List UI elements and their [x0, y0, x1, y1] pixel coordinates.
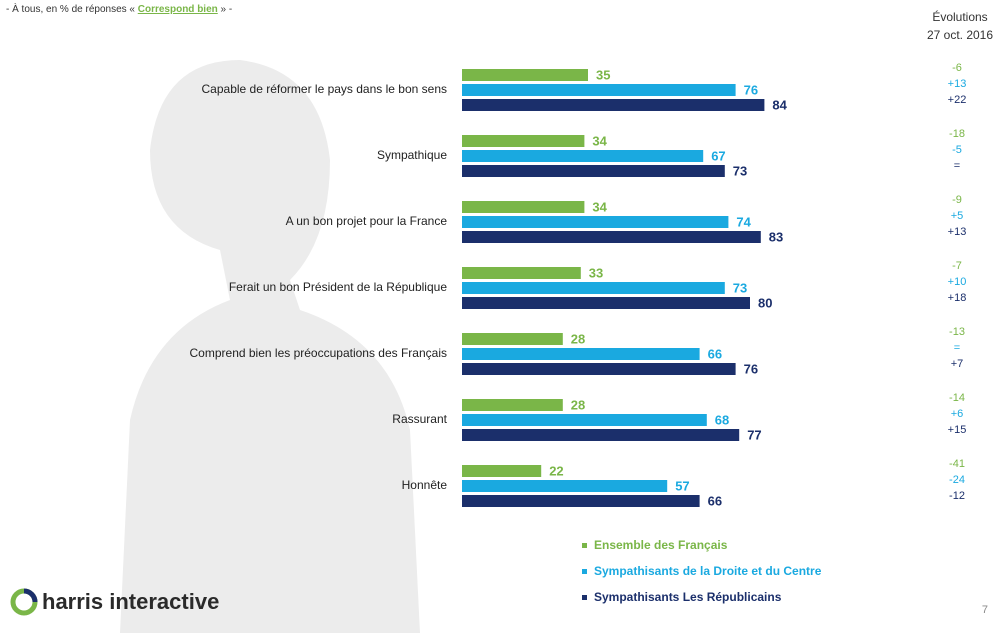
evolution-label: -7	[952, 260, 962, 272]
value-label: 67	[711, 148, 725, 163]
bar	[462, 495, 700, 507]
value-label: 73	[733, 163, 747, 178]
evolution-label: +22	[948, 94, 967, 106]
bar	[462, 135, 585, 147]
value-label: 77	[747, 427, 761, 442]
logo-mark-accent	[23, 588, 38, 603]
category-label: A un bon projet pour la France	[286, 214, 448, 228]
evolution-label: -9	[952, 194, 962, 206]
value-label: 80	[758, 295, 772, 310]
evolution-label: +10	[948, 276, 967, 288]
value-label: 66	[708, 493, 722, 508]
evolution-label: =	[954, 342, 960, 354]
bar	[462, 231, 761, 243]
evolution-title: Évolutions	[932, 9, 987, 24]
subtitle-prefix: - À tous, en % de réponses «	[6, 2, 135, 15]
value-label: 28	[571, 397, 585, 412]
value-label: 35	[596, 67, 610, 82]
value-label: 34	[592, 133, 607, 148]
category-label: Honnête	[402, 478, 448, 492]
evolution-label: =	[954, 160, 960, 172]
bar	[462, 333, 563, 345]
legend-label: Ensemble des Français	[594, 538, 728, 552]
value-label: 76	[744, 361, 758, 376]
legend-label: Sympathisants de la Droite et du Centre	[594, 564, 822, 578]
legend-swatch	[582, 543, 587, 548]
legend-swatch	[582, 569, 587, 574]
bar	[462, 282, 725, 294]
logo-text: harris interactive	[42, 589, 219, 614]
evolution-label: -24	[949, 474, 965, 486]
bar	[462, 297, 750, 309]
bar	[462, 429, 740, 441]
value-label: 57	[675, 478, 689, 493]
value-label: 76	[744, 82, 758, 97]
bar	[462, 150, 704, 162]
value-label: 73	[733, 280, 747, 295]
evolution-label: +15	[948, 424, 967, 436]
value-label: 83	[769, 229, 783, 244]
evolution-label: -6	[952, 62, 962, 74]
bar	[462, 348, 700, 360]
legend-label: Sympathisants Les Républicains	[594, 590, 782, 604]
evolution-label: -12	[949, 490, 965, 502]
category-label: Comprend bien les préoccupations des Fra…	[190, 346, 447, 360]
value-label: 84	[772, 97, 787, 112]
evolution-label: -5	[952, 144, 962, 156]
bar	[462, 99, 765, 111]
bar	[462, 363, 736, 375]
value-label: 68	[715, 412, 729, 427]
bar	[462, 216, 729, 228]
evolution-label: +6	[951, 408, 964, 420]
subtitle-suffix: » -	[221, 4, 233, 15]
category-label: Ferait un bon Président de la République	[229, 280, 447, 294]
logo: harris interactive	[10, 588, 219, 616]
background-photo	[120, 60, 420, 633]
value-label: 66	[708, 346, 722, 361]
evolution-label: -18	[949, 128, 965, 140]
value-label: 34	[592, 199, 607, 214]
bar	[462, 414, 707, 426]
evolution-label: +13	[948, 226, 967, 238]
bar	[462, 165, 725, 177]
evolution-label: +18	[948, 292, 967, 304]
evolution-label: +7	[951, 358, 964, 370]
category-label: Sympathique	[377, 148, 447, 162]
subtitle: - À tous, en % de réponses « Correspond …	[6, 2, 232, 15]
category-label: Capable de réformer le pays dans le bon …	[202, 82, 447, 96]
bar	[462, 69, 588, 81]
category-label: Rassurant	[392, 412, 447, 426]
evolution-label: +13	[948, 78, 967, 90]
bar	[462, 480, 668, 492]
page-number: 7	[982, 604, 988, 616]
evolution-label: -13	[949, 326, 965, 338]
evolution-label: -41	[949, 458, 965, 470]
evolution-label: +5	[951, 210, 964, 222]
bar	[462, 201, 585, 213]
value-label: 28	[571, 331, 585, 346]
value-label: 74	[736, 214, 751, 229]
value-label: 33	[589, 265, 603, 280]
bar	[462, 399, 563, 411]
legend-swatch	[582, 595, 587, 600]
bar	[462, 465, 542, 477]
value-label: 22	[549, 463, 563, 478]
subtitle-highlight: Correspond bien	[138, 4, 218, 15]
evolution-label: -14	[949, 392, 965, 404]
bar	[462, 84, 736, 96]
evolution-date: 27 oct. 2016	[927, 28, 993, 42]
bar	[462, 267, 581, 279]
